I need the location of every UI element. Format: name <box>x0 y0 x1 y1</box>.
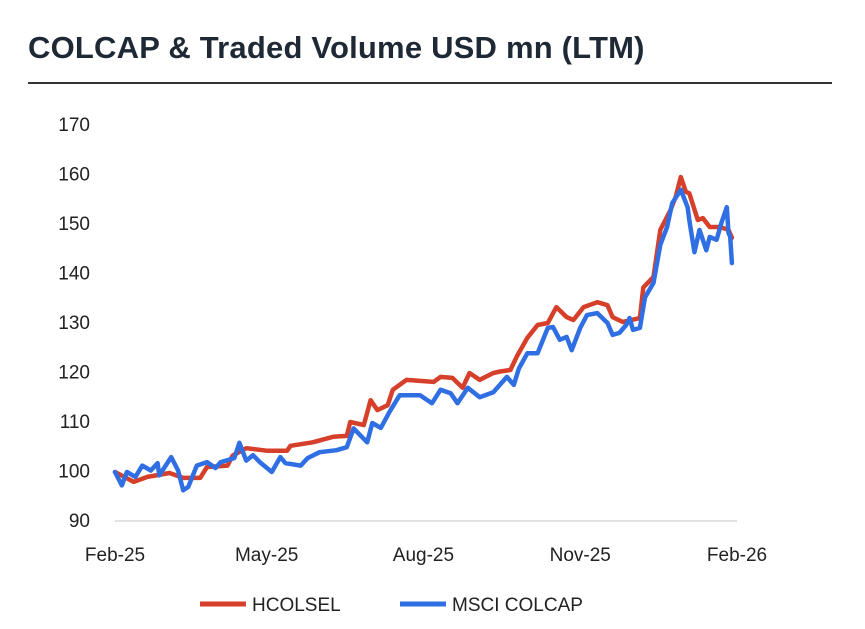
x-tick-label: Aug-25 <box>393 545 454 566</box>
series-line-msci-colcap <box>112 187 735 493</box>
legend-label: HCOLSEL <box>252 595 341 616</box>
series-lines <box>112 174 735 493</box>
y-tick-label: 150 <box>58 214 90 235</box>
y-tick-label: 140 <box>58 264 90 285</box>
y-tick-label: 160 <box>58 165 90 186</box>
x-tick-label: Feb-26 <box>707 545 767 566</box>
legend-label: MSCI COLCAP <box>452 595 583 616</box>
legend-item: MSCI COLCAP <box>400 595 583 616</box>
chart-title: COLCAP & Traded Volume USD mn (LTM) <box>28 30 645 65</box>
y-tick-label: 120 <box>58 363 90 384</box>
x-tick-label: Feb-25 <box>85 545 145 566</box>
title-underline <box>28 82 832 84</box>
y-tick-label: 110 <box>60 412 90 433</box>
x-tick-label: Nov-25 <box>550 545 611 566</box>
legend: HCOLSEL MSCI COLCAP <box>200 595 583 616</box>
x-tick-label: May-25 <box>235 545 298 566</box>
legend-item: HCOLSEL <box>200 595 341 616</box>
y-tick-label: 100 <box>58 462 90 483</box>
y-tick-label: 170 <box>58 115 90 136</box>
y-tick-label: 130 <box>58 313 90 334</box>
y-tick-label: 90 <box>69 511 90 532</box>
y-tick-labels: 90 100 110 120 130 140 150 160 170 <box>58 115 90 532</box>
x-tick-labels: Feb-25 May-25 Aug-25 Nov-25 Feb-26 <box>85 545 767 566</box>
